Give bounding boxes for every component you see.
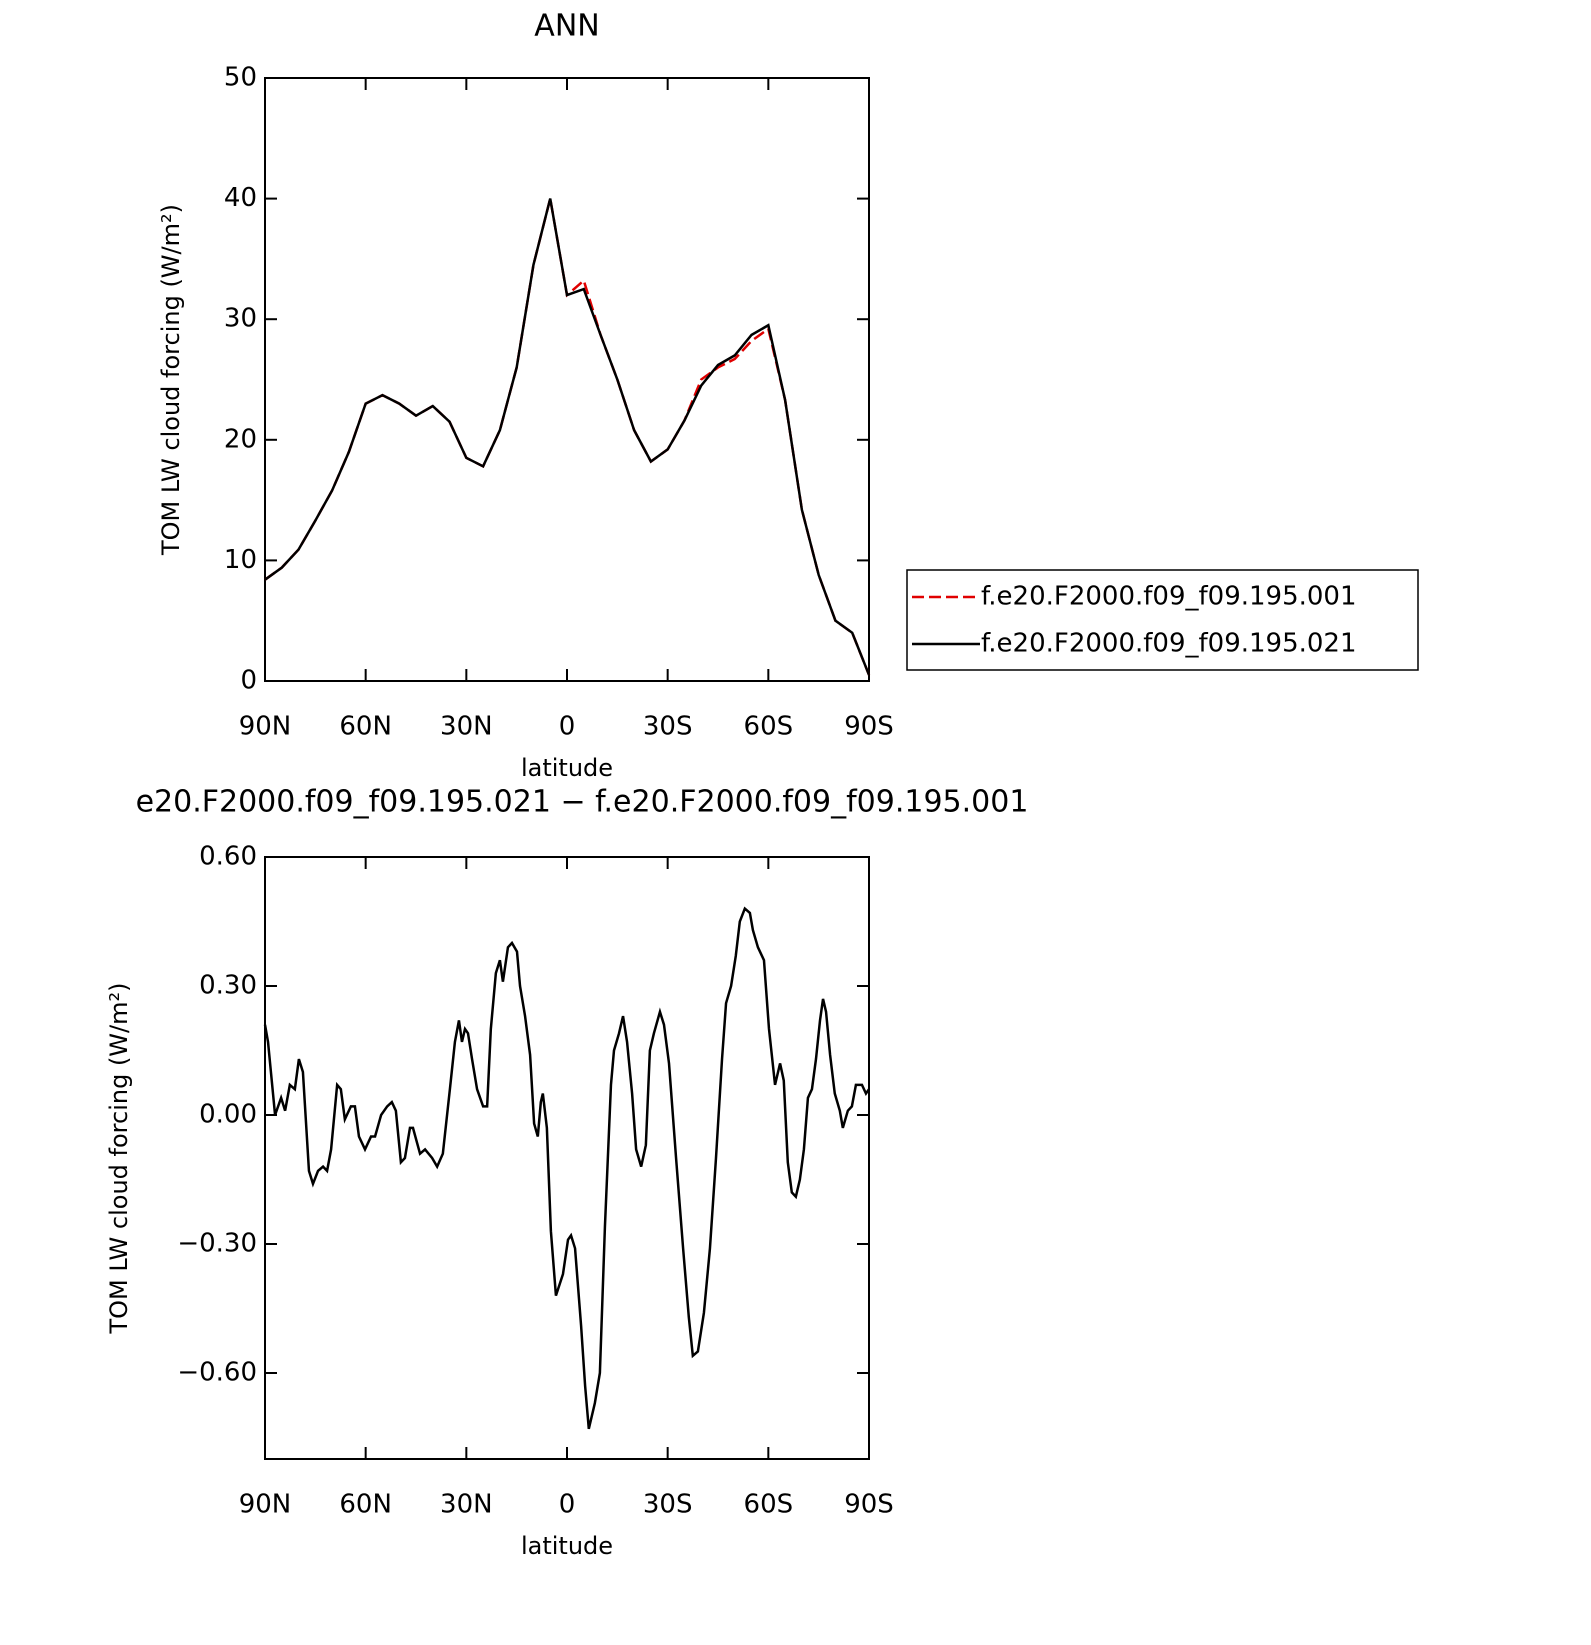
x-axis-label: latitude (521, 1532, 613, 1560)
x-tick-label: 30S (643, 1490, 693, 1520)
y-tick-label: 0.00 (199, 1100, 257, 1130)
y-tick-label: 50 (224, 63, 257, 93)
y-axis-label: TOM LW cloud forcing (W/m²) (157, 204, 185, 556)
x-tick-label: 60S (744, 1490, 794, 1520)
y-tick-label: 0.30 (199, 971, 257, 1001)
legend-box (906, 569, 1419, 671)
x-tick-label: 60S (744, 712, 794, 742)
data-line (264, 198, 871, 676)
x-tick-label: 90N (239, 712, 292, 742)
x-tick-label: 0 (559, 712, 576, 742)
data-line (264, 198, 871, 676)
y-tick-label: 30 (224, 304, 257, 334)
x-tick-label: 30N (440, 712, 493, 742)
plot-frame (264, 77, 870, 682)
y-tick-label: 0 (240, 666, 257, 696)
x-tick-label: 90S (844, 712, 894, 742)
x-tick-label: 60N (339, 712, 392, 742)
y-tick-label: 0.60 (199, 842, 257, 872)
x-tick-label: 60N (339, 1490, 392, 1520)
y-tick-label: 10 (224, 545, 257, 575)
y-tick-label: −0.60 (177, 1358, 257, 1388)
legend-label: f.e20.F2000.f09_f09.195.021 (981, 629, 1357, 659)
legend-label: f.e20.F2000.f09_f09.195.001 (981, 582, 1357, 612)
y-tick-label: 40 (224, 183, 257, 213)
x-tick-label: 30N (440, 1490, 493, 1520)
x-axis-label: latitude (521, 754, 613, 782)
y-tick-label: 20 (224, 424, 257, 454)
x-tick-label: 30S (643, 712, 693, 742)
chart-title: e20.F2000.f09_f09.195.021 − f.e20.F2000.… (136, 785, 1029, 820)
chart-title: ANN (534, 9, 599, 44)
x-tick-label: 90S (844, 1490, 894, 1520)
y-tick-label: −0.30 (177, 1229, 257, 1259)
plot-frame (264, 856, 870, 1460)
x-tick-label: 90N (239, 1490, 292, 1520)
x-tick-label: 0 (559, 1490, 576, 1520)
y-axis-label: TOM LW cloud forcing (W/m²) (105, 983, 133, 1335)
data-line (263, 906, 871, 1430)
